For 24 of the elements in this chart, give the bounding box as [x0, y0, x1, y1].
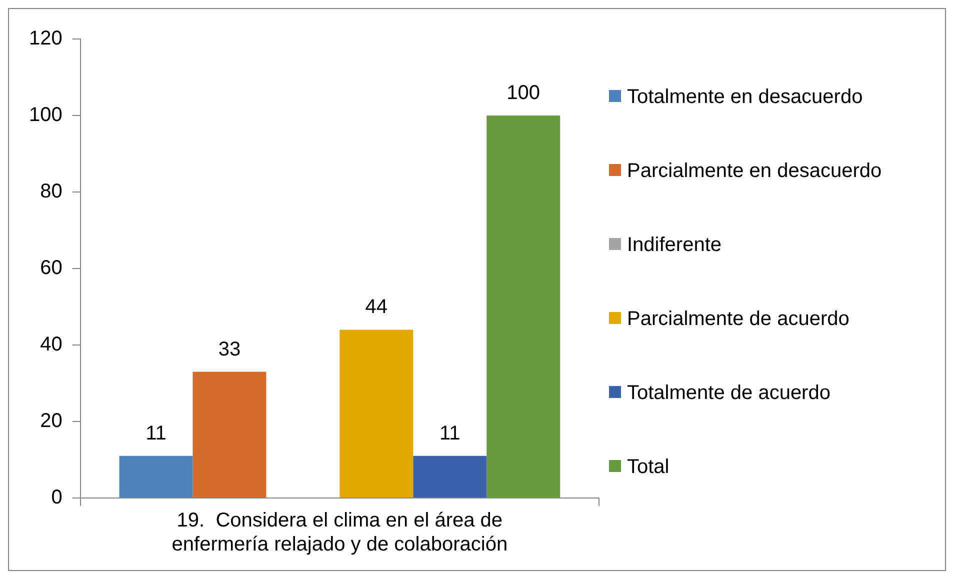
y-tick-label: 100: [28, 104, 62, 126]
bar: [413, 456, 487, 498]
legend-label: Parcialmente de acuerdo: [627, 306, 850, 332]
bar: [192, 372, 266, 498]
data-label: 44: [365, 296, 388, 318]
y-tick-label: 40: [40, 334, 62, 356]
legend-label: Totalmente en desacuerdo: [627, 84, 863, 110]
data-label: 11: [440, 422, 460, 444]
y-tick-label: 120: [28, 28, 62, 50]
x-tick-label: 19. Considera el clima en el área de enfermería relajado y de colaboración: [172, 510, 508, 556]
legend-label: Total: [627, 454, 670, 480]
data-label: 11: [146, 422, 166, 444]
y-tick-label: 20: [40, 410, 62, 432]
legend-label: Totalmente de acuerdo: [627, 380, 830, 406]
bar: [486, 116, 560, 498]
y-tick-label: 80: [40, 180, 62, 203]
data-label: 33: [218, 338, 241, 360]
y-tick-label: 0: [51, 486, 62, 509]
bar: [119, 456, 193, 498]
legend-label: Indiferente: [627, 232, 722, 258]
bar: [340, 330, 414, 498]
legend-label: Parcialmente en desacuerdo: [627, 158, 882, 184]
y-tick-label: 60: [40, 257, 62, 280]
data-label: 100: [506, 82, 540, 104]
